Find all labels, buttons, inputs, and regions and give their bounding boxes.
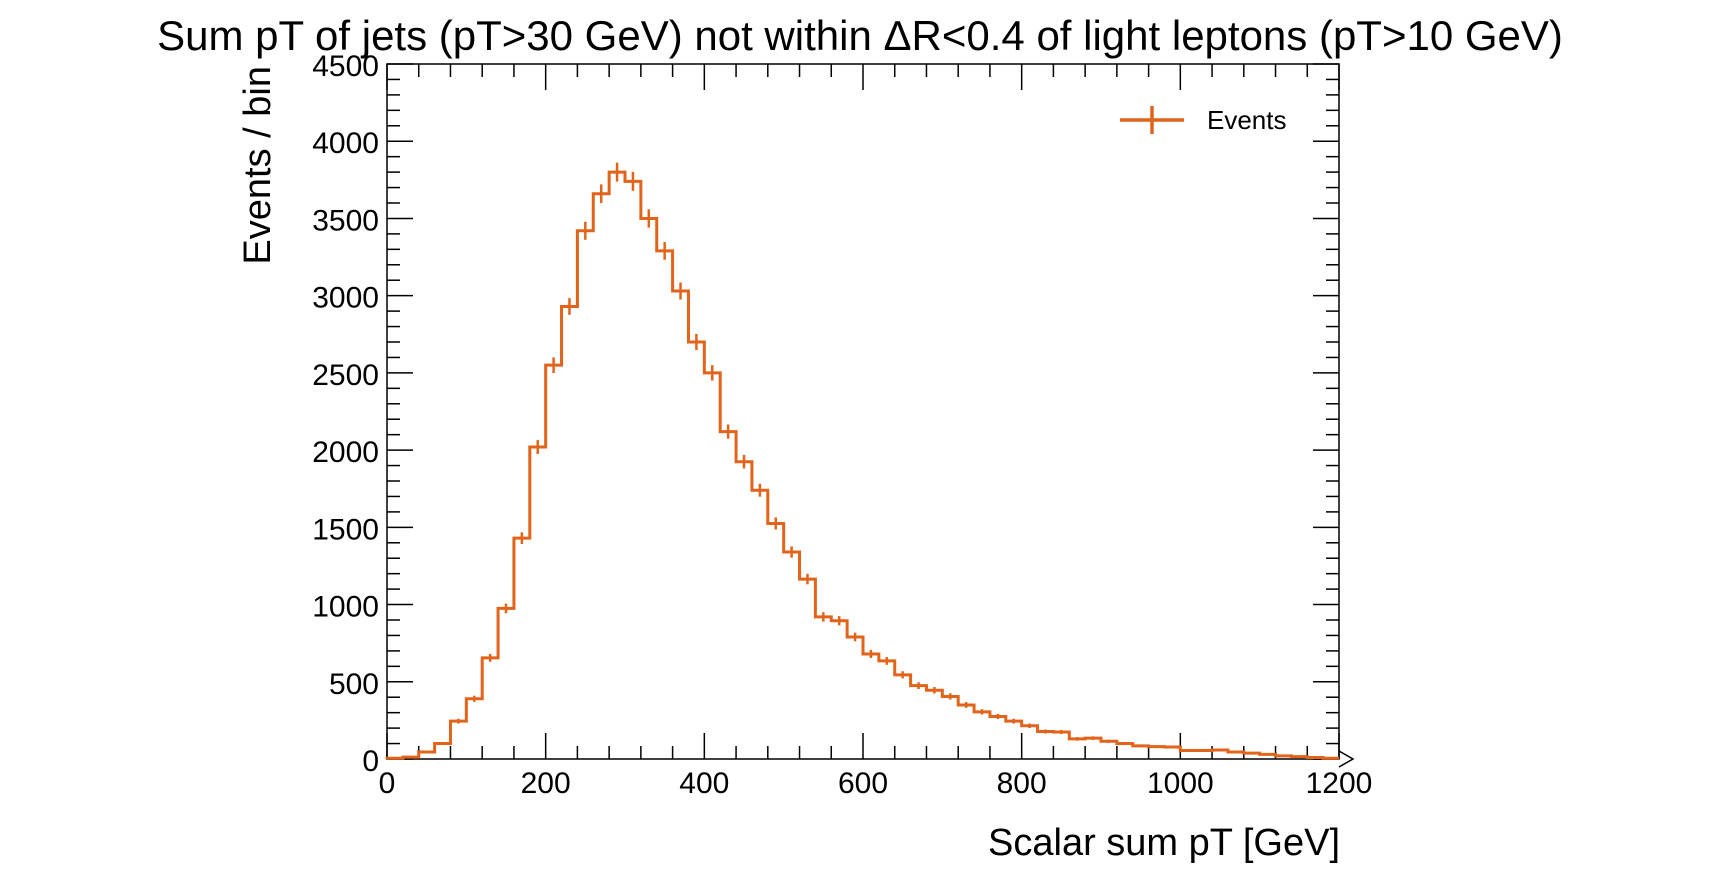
y-tick-label: 500	[329, 668, 379, 701]
y-tick-label: 4500	[312, 50, 379, 83]
x-axis-arrow	[1338, 750, 1355, 768]
x-axis: 0 200 400 600 800 1000 1200	[379, 64, 1373, 800]
legend-label-events: Events	[1207, 105, 1287, 135]
legend: Events	[1120, 105, 1287, 135]
y-tick-label: 2500	[312, 359, 379, 392]
chart-title: Sum pT of jets (pT>30 GeV) not within ΔR…	[157, 12, 1563, 59]
y-tick-label: 1500	[312, 513, 379, 546]
y-tick-label: 1000	[312, 591, 379, 624]
x-tick-label: 800	[997, 767, 1047, 800]
y-tick-label: 2000	[312, 436, 379, 469]
x-tick-label: 400	[679, 767, 729, 800]
y-axis-label: Events / bin	[237, 66, 279, 265]
x-tick-label: 1000	[1147, 767, 1214, 800]
histogram-step-line	[385, 170, 1339, 760]
series-events	[385, 162, 1339, 760]
y-axis: 0 500 1000 1500 2000 2500 3000 3500 4000 4500	[312, 50, 1339, 778]
x-axis-label: Scalar sum pT [GeV]	[988, 822, 1340, 864]
y-tick-label: 3500	[312, 204, 379, 237]
x-tick-label: 0	[379, 767, 396, 800]
x-tick-label: 200	[521, 767, 571, 800]
y-tick-label: 0	[362, 745, 379, 778]
y-tick-label: 4000	[312, 127, 379, 160]
x-tick-label: 600	[838, 767, 888, 800]
y-tick-label: 3000	[312, 282, 379, 315]
x-tick-label: 1200	[1306, 767, 1373, 800]
